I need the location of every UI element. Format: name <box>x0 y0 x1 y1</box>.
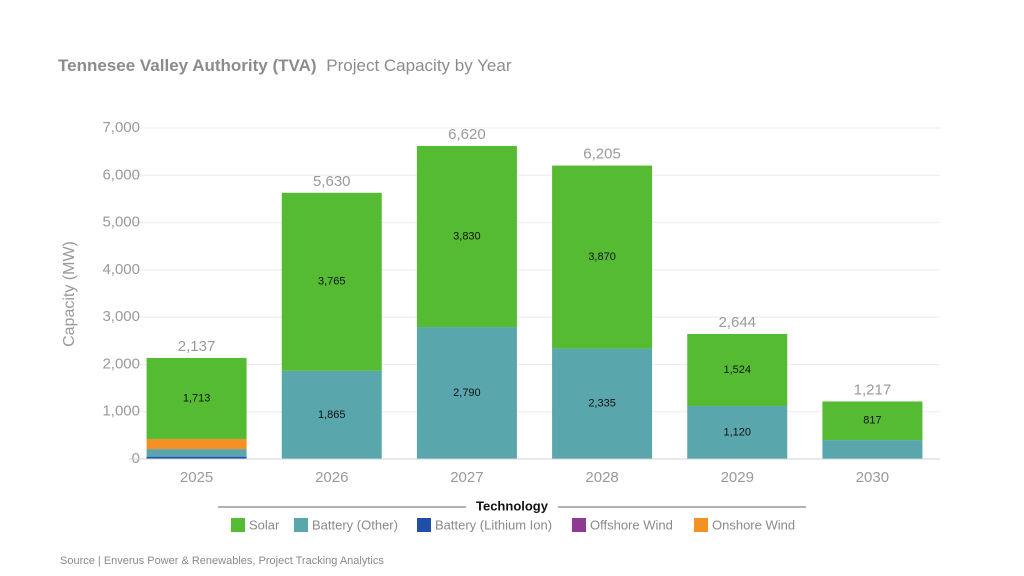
bar-segment <box>416 145 517 328</box>
bar-segment <box>281 370 382 459</box>
total-label: 1,217 <box>854 381 892 398</box>
legend-label: Battery (Other) <box>312 517 398 532</box>
value-label: 3,765 <box>318 276 346 288</box>
legend-swatch <box>294 518 308 532</box>
x-tick-label: 2028 <box>585 469 618 486</box>
y-tick-label: 1,000 <box>102 403 140 420</box>
total-label: 5,630 <box>313 173 351 190</box>
x-tick-label: 2030 <box>856 469 889 486</box>
value-label: 817 <box>863 415 881 427</box>
bar-segment <box>552 165 653 349</box>
value-label: 2,335 <box>588 398 616 410</box>
bar-segment <box>416 327 517 459</box>
y-tick-label: 5,000 <box>102 214 140 231</box>
total-label: 2,137 <box>178 338 216 355</box>
x-tick-label: 2025 <box>180 469 213 486</box>
legend-label: Offshore Wind <box>590 517 673 532</box>
legend-label: Onshore Wind <box>712 517 795 532</box>
legend-label: Solar <box>249 517 280 532</box>
chart-title-group: Tennesee Valley Authority (TVA) Project … <box>58 56 512 75</box>
total-label: 6,205 <box>583 146 621 163</box>
y-axis-label: Capacity (MW) <box>61 241 78 347</box>
value-label: 3,830 <box>453 230 481 242</box>
y-tick-label: 2,000 <box>102 355 140 372</box>
legend-swatch <box>694 518 708 532</box>
legend-label: Battery (Lithium Ion) <box>435 517 552 532</box>
legend-swatch <box>572 518 586 532</box>
bar-segment <box>822 440 923 459</box>
y-tick-label: 4,000 <box>102 261 140 278</box>
y-tick-label: 7,000 <box>102 119 140 136</box>
bar-segment <box>146 438 247 450</box>
x-tick-label: 2029 <box>721 469 754 486</box>
bar-segment <box>146 456 247 459</box>
value-label: 1,524 <box>723 364 751 376</box>
total-label: 2,644 <box>718 314 756 331</box>
bar-segment <box>687 406 788 459</box>
bar-segment <box>552 348 653 459</box>
bar-segment <box>146 357 247 439</box>
value-label: 3,870 <box>588 251 616 263</box>
legend-swatch <box>231 518 245 532</box>
value-label: 2,790 <box>453 387 481 399</box>
bar-segment <box>146 449 247 457</box>
bar-segment <box>281 192 382 371</box>
bar-segment <box>687 333 788 407</box>
source-note: Source | Enverus Power & Renewables, Pro… <box>60 555 384 567</box>
value-label: 1,865 <box>318 409 346 421</box>
total-label: 6,620 <box>448 126 486 143</box>
x-tick-label: 2026 <box>315 469 348 486</box>
y-tick-label: 3,000 <box>102 308 140 325</box>
chart-title: Tennesee Valley Authority (TVA) <box>58 56 317 75</box>
y-tick-label: 0 <box>132 450 140 467</box>
y-tick-label: 6,000 <box>102 166 140 183</box>
value-label: 1,713 <box>183 392 211 404</box>
bar-segment <box>822 401 923 441</box>
legend-swatch <box>417 518 431 532</box>
x-tick-label: 2027 <box>450 469 483 486</box>
chart-subtitle: Project Capacity by Year <box>326 56 512 75</box>
value-label: 1,120 <box>723 426 751 438</box>
legend-title: Technology <box>476 498 549 513</box>
